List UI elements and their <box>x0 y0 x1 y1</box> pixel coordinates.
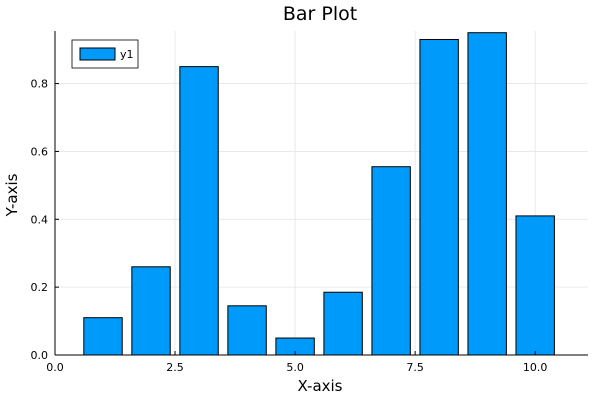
legend-swatch <box>79 47 116 61</box>
x-tick-label: 0.0 <box>46 361 64 374</box>
x-tick-label: 10.0 <box>523 361 548 374</box>
legend: y1 <box>71 39 139 69</box>
x-axis-label: X-axis <box>298 377 343 395</box>
x-ticks: 0.0 2.5 5.0 7.5 10.0 <box>46 351 547 374</box>
bar-9 <box>467 32 507 356</box>
bar-6 <box>323 291 363 356</box>
y-tick-label: 0.2 <box>31 281 49 294</box>
bar-8 <box>419 38 459 356</box>
bar-3 <box>179 66 219 356</box>
bar-10 <box>515 215 555 356</box>
x-tick-label: 5.0 <box>286 361 304 374</box>
bar-2 <box>131 266 171 356</box>
axes <box>54 31 588 356</box>
y-tick-label: 0.4 <box>31 213 49 226</box>
x-tick-label: 7.5 <box>406 361 424 374</box>
bar-7 <box>371 166 411 356</box>
y-ticks: 0.0 0.2 0.4 0.6 0.8 <box>31 78 59 362</box>
y-axis-label: Y-axis <box>3 173 21 217</box>
y-tick-label: 0.6 <box>31 145 49 158</box>
y-tick-label: 0.8 <box>31 78 49 91</box>
legend-label: y1 <box>120 48 134 61</box>
x-tick-label: 2.5 <box>166 361 184 374</box>
y-tick-label: 0.0 <box>31 349 49 362</box>
chart-title: Bar Plot <box>283 3 357 25</box>
bars <box>83 32 555 356</box>
bar-1 <box>83 317 123 356</box>
bar-4 <box>227 305 267 356</box>
